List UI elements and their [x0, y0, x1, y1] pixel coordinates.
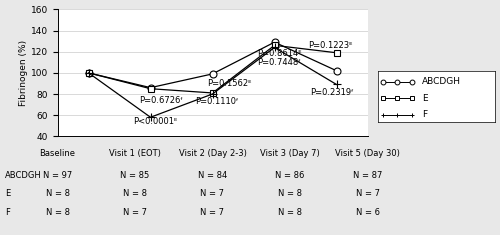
Text: N = 7: N = 7 — [356, 189, 380, 198]
Text: F: F — [5, 208, 10, 217]
Text: N = 8: N = 8 — [278, 189, 302, 198]
Text: P<0.0001ᴱ: P<0.0001ᴱ — [133, 117, 178, 126]
Text: N = 87: N = 87 — [353, 171, 382, 180]
Text: F: F — [422, 110, 428, 119]
Text: Baseline: Baseline — [40, 149, 76, 158]
Text: P=0.7448ᶠ: P=0.7448ᶠ — [257, 58, 301, 67]
Y-axis label: Fibrinogen (%): Fibrinogen (%) — [19, 40, 28, 106]
Text: Visit 1 (EOT): Visit 1 (EOT) — [109, 149, 161, 158]
Text: P=0.1223ᴱ: P=0.1223ᴱ — [308, 41, 353, 50]
Text: Visit 5 (Day 30): Visit 5 (Day 30) — [335, 149, 400, 158]
Text: P=0.1562ᴱ: P=0.1562ᴱ — [208, 79, 252, 88]
Text: E: E — [422, 94, 428, 103]
Text: E: E — [5, 189, 10, 198]
Text: P=0.8614ᴱ: P=0.8614ᴱ — [257, 49, 302, 58]
Text: P=0.1110ᶠ: P=0.1110ᶠ — [195, 97, 238, 106]
Text: N = 7: N = 7 — [200, 208, 224, 217]
Text: N = 85: N = 85 — [120, 171, 150, 180]
Text: N = 8: N = 8 — [278, 208, 302, 217]
Text: Visit 2 (Day 2-3): Visit 2 (Day 2-3) — [178, 149, 246, 158]
Text: Visit 3 (Day 7): Visit 3 (Day 7) — [260, 149, 320, 158]
Text: N = 8: N = 8 — [123, 189, 147, 198]
Text: N = 8: N = 8 — [46, 208, 70, 217]
Text: P=0.6726ᶠ: P=0.6726ᶠ — [140, 96, 183, 105]
Text: N = 84: N = 84 — [198, 171, 227, 180]
Text: N = 8: N = 8 — [46, 189, 70, 198]
Text: N = 7: N = 7 — [200, 189, 224, 198]
Text: N = 97: N = 97 — [43, 171, 72, 180]
Text: N = 6: N = 6 — [356, 208, 380, 217]
Text: N = 86: N = 86 — [276, 171, 304, 180]
Text: ABCDGH: ABCDGH — [422, 77, 461, 86]
Text: N = 7: N = 7 — [123, 208, 147, 217]
Text: P=0.2319ᶠ: P=0.2319ᶠ — [310, 88, 354, 98]
Text: ABCDGH: ABCDGH — [5, 171, 42, 180]
